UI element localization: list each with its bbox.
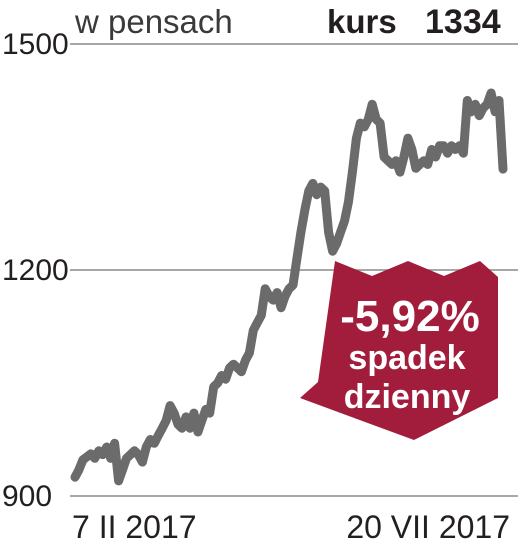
price-line: [70, 88, 508, 486]
down-arrow-shape: [300, 261, 498, 440]
y-tick-900: 900: [2, 480, 52, 513]
x-tick-start: 7 II 2017: [72, 509, 197, 545]
badge-line1: spadek: [348, 339, 465, 377]
y-tick-1200: 1200: [2, 254, 69, 287]
badge-percent: -5,92%: [340, 292, 479, 341]
badge-line2: dzienny: [344, 378, 471, 416]
daily-change-badge: -5,92% spadek dzienny: [300, 261, 498, 440]
kurs-label: kurs: [327, 3, 397, 40]
x-tick-end: 20 VII 2017: [346, 509, 510, 545]
price-series: [70, 88, 508, 486]
kurs-value: 1334: [425, 3, 501, 41]
unit-label: w pensach: [74, 3, 233, 40]
y-tick-1500: 1500: [2, 28, 69, 61]
